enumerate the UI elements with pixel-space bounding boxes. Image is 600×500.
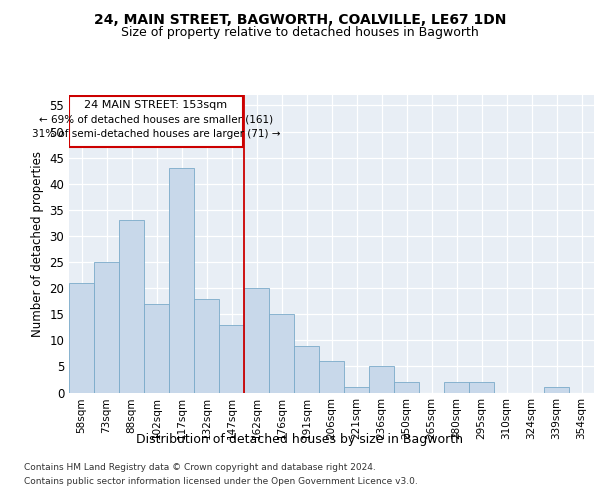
Text: Contains HM Land Registry data © Crown copyright and database right 2024.: Contains HM Land Registry data © Crown c…	[24, 464, 376, 472]
Bar	[344, 388, 369, 392]
Bar	[369, 366, 394, 392]
Bar	[544, 388, 569, 392]
Text: Size of property relative to detached houses in Bagworth: Size of property relative to detached ho…	[121, 26, 479, 39]
Y-axis label: Number of detached properties: Number of detached properties	[31, 151, 44, 337]
Text: 24 MAIN STREET: 153sqm: 24 MAIN STREET: 153sqm	[85, 100, 227, 110]
Text: Distribution of detached houses by size in Bagworth: Distribution of detached houses by size …	[137, 432, 464, 446]
Bar	[194, 298, 219, 392]
Bar	[94, 262, 119, 392]
Bar	[244, 288, 269, 393]
Bar	[394, 382, 419, 392]
Bar	[169, 168, 194, 392]
Bar	[69, 283, 94, 393]
Text: 24, MAIN STREET, BAGWORTH, COALVILLE, LE67 1DN: 24, MAIN STREET, BAGWORTH, COALVILLE, LE…	[94, 12, 506, 26]
Bar	[144, 304, 169, 392]
Text: ← 69% of detached houses are smaller (161): ← 69% of detached houses are smaller (16…	[39, 114, 273, 124]
Bar	[269, 314, 294, 392]
Text: Contains public sector information licensed under the Open Government Licence v3: Contains public sector information licen…	[24, 477, 418, 486]
Bar	[219, 324, 244, 392]
Bar	[444, 382, 469, 392]
Bar	[319, 361, 344, 392]
Bar	[294, 346, 319, 393]
Bar	[469, 382, 494, 392]
Text: 31% of semi-detached houses are larger (71) →: 31% of semi-detached houses are larger (…	[32, 129, 280, 139]
Bar	[119, 220, 144, 392]
FancyBboxPatch shape	[69, 96, 243, 147]
